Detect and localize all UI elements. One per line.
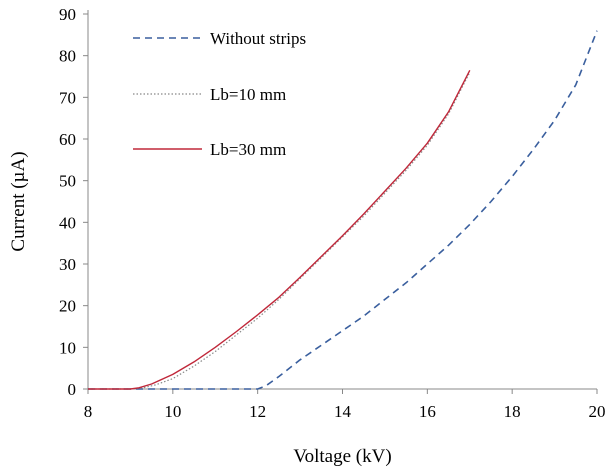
legend-label-1: Lb=10 mm: [210, 85, 286, 104]
y-tick-label: 70: [59, 88, 76, 107]
y-axis-title: Current (µA): [8, 151, 29, 251]
y-tick-label: 60: [59, 130, 76, 149]
legend: Without strips Lb=10 mm Lb=30 mm: [133, 29, 306, 159]
series-line-0: [88, 30, 598, 390]
x-tick-label: 20: [589, 402, 606, 421]
axes: 8 10 12 14 16 18 20 0 10 20 30 40 50 60 70 80 90: [59, 5, 606, 421]
y-tick-label: 10: [59, 338, 76, 357]
y-tick-label: 90: [59, 5, 76, 24]
series-line-2: [88, 69, 471, 390]
x-axis-title: Voltage (kV): [293, 446, 391, 467]
y-tick-label: 20: [59, 297, 76, 316]
legend-label-0: Without strips: [210, 29, 306, 48]
y-tick-label: 30: [59, 255, 76, 274]
series-line-1: [88, 72, 471, 390]
y-tick-label: 0: [68, 380, 77, 399]
series-lines: [88, 30, 598, 390]
x-tick-label: 14: [334, 402, 352, 421]
x-tick-label: 8: [84, 402, 93, 421]
y-tick-label: 80: [59, 47, 76, 66]
legend-label-2: Lb=30 mm: [210, 140, 286, 159]
x-tick-label: 16: [419, 402, 436, 421]
y-tick-label: 50: [59, 172, 76, 191]
y-tick-label: 40: [59, 213, 76, 232]
x-tick-label: 12: [249, 402, 266, 421]
x-tick-label: 18: [504, 402, 521, 421]
x-tick-label: 10: [164, 402, 181, 421]
